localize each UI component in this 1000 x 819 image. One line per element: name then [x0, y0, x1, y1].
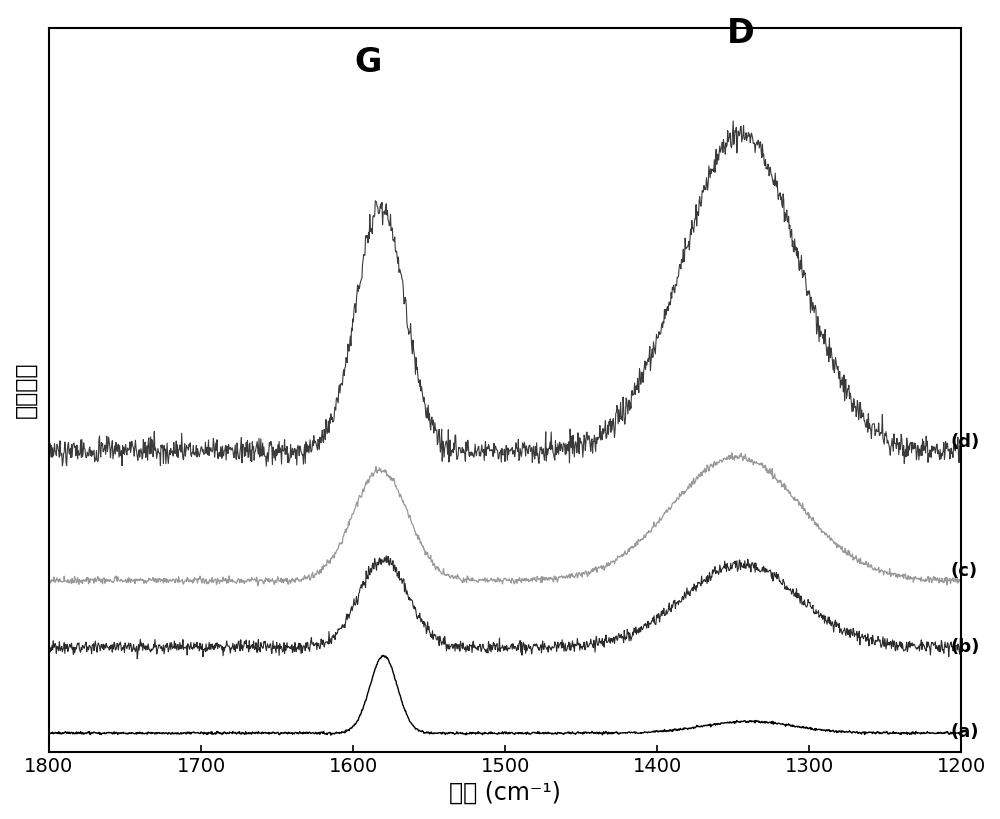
X-axis label: 波数 (cm⁻¹): 波数 (cm⁻¹): [449, 781, 561, 805]
Text: G: G: [355, 46, 382, 79]
Text: (a): (a): [951, 723, 979, 741]
Text: (d): (d): [951, 432, 980, 450]
Y-axis label: 相对强度: 相对强度: [14, 361, 38, 418]
Text: (b): (b): [951, 638, 980, 656]
Text: (c): (c): [951, 562, 978, 580]
Text: D: D: [727, 16, 755, 50]
